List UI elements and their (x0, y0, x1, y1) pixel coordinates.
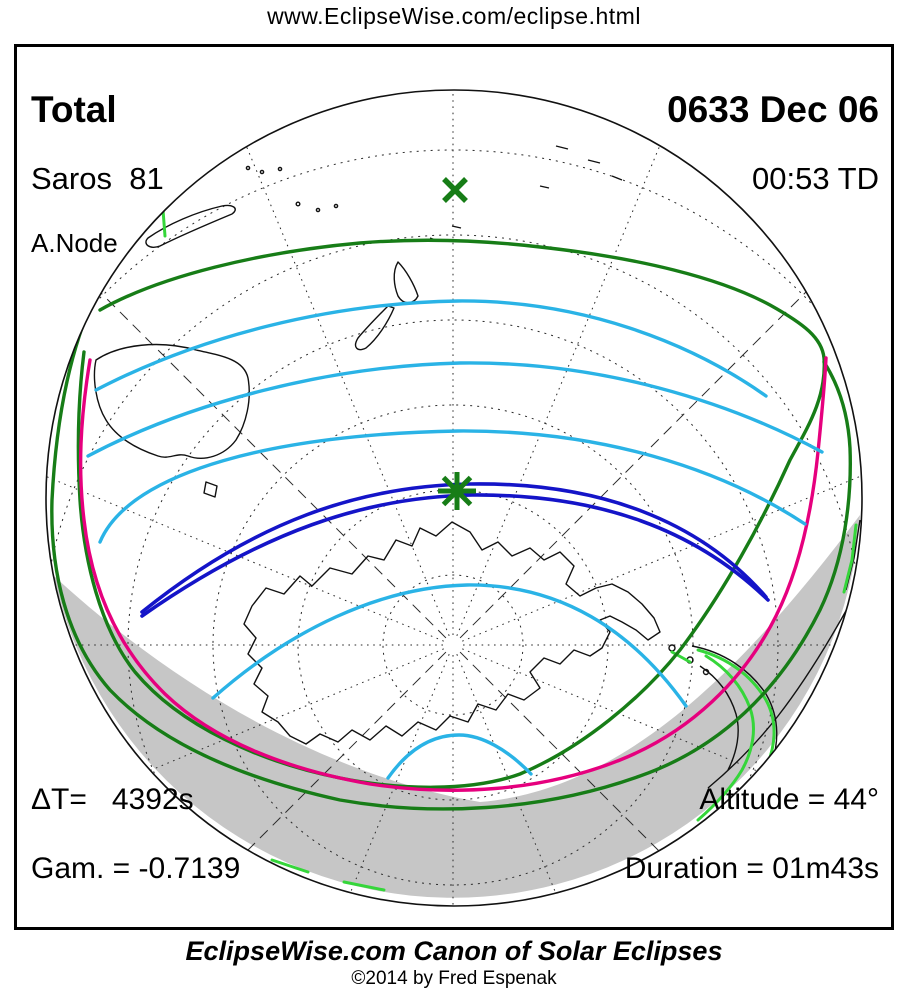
greatest-eclipse-marker (438, 472, 476, 510)
footer-title: EclipseWise.com Canon of Solar Eclipses (185, 936, 723, 966)
duration-label: Duration = 01m43s (624, 852, 879, 886)
eclipse-date-block: 0633 Dec 06 00:53 TD (667, 56, 879, 230)
globe-limb (45, 89, 863, 907)
node-label: A.Node (31, 227, 118, 258)
delta-t-label: ΔT= 4392s (31, 782, 194, 816)
footer-copyright: ©2014 by Fred Espenak (351, 968, 557, 989)
eclipse-map (45, 89, 863, 907)
rise-set-curve (78, 356, 828, 792)
header-url: www.EclipseWise.com/eclipse.html (267, 3, 641, 29)
eclipse-date-label: 0633 Dec 06 (667, 88, 879, 130)
eclipse-type-block: Total Saros 81 A.Node (31, 56, 164, 291)
saros-label: Saros 81 (31, 161, 164, 197)
gamma-label: Gam. = -0.7139 (31, 852, 241, 886)
delta-t-block: ΔT= 4392s Gam. = -0.7139 (31, 750, 240, 919)
night-shade-region (54, 515, 860, 898)
magnitude-contours (86, 299, 824, 780)
central-path (140, 482, 770, 618)
eclipse-type-label: Total (31, 88, 117, 130)
penumbral-limit-curves (50, 238, 852, 811)
altitude-label: Altitude = 44° (699, 782, 879, 816)
graticule (46, 90, 862, 906)
altitude-block: Altitude = 44° Duration = 01m43s (625, 750, 879, 919)
map-frame: Total Saros 81 A.Node 0633 Dec 06 00:53 … (14, 44, 894, 930)
eclipse-time-label: 00:53 TD (752, 161, 879, 197)
subsolar-point-marker (442, 177, 468, 203)
